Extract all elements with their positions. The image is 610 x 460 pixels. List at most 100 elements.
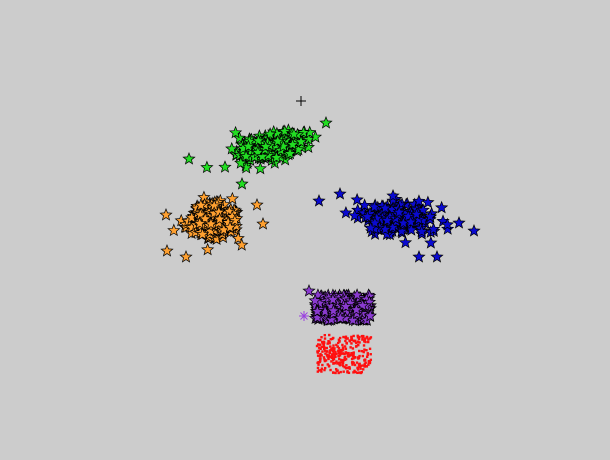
point-purple [311,288,325,301]
outlier-orange [250,198,264,211]
point-red [353,340,356,343]
point-red [335,360,338,363]
point-red [344,367,348,370]
point-red [319,338,322,342]
point-red [320,369,323,372]
point-red [352,353,355,356]
point-red [325,346,329,350]
point-red [336,362,339,365]
point-red [331,371,335,374]
point-red [318,354,321,358]
point-orange [225,191,239,205]
point-red [354,345,358,348]
point-blue [348,208,362,222]
point-green [232,131,247,144]
point-red [334,355,337,359]
point-red [348,367,351,370]
point-red [323,346,326,349]
point-green [225,141,239,155]
point-red [329,348,333,352]
point-red [339,370,342,374]
point-red [338,354,342,357]
point-red [365,355,369,359]
point-red [353,356,356,359]
point-red [356,343,360,347]
outlier-green [319,116,333,129]
point-orange [204,217,218,230]
point-red [332,357,336,361]
point-red [339,352,342,356]
point-red [343,345,347,348]
point-blue [404,215,418,228]
point-red [325,353,329,356]
point-blue [378,201,392,214]
outlier-orange [179,250,193,263]
point-red [334,371,337,375]
point-red [339,350,342,354]
point-red [333,349,336,352]
point-blue [440,217,455,231]
point-red [332,352,336,355]
outlier-orange [159,208,173,221]
point-purple [333,311,347,324]
outlier-green [182,152,196,165]
point-red [333,353,336,357]
point-red [328,342,331,345]
point-red [315,344,319,348]
point-purple [310,304,324,318]
cluster-red [315,333,373,375]
point-blue [385,220,400,234]
point-red [337,350,341,353]
point-red [334,367,338,371]
point-red [336,345,339,348]
point-red [352,371,355,374]
point-green [269,150,284,164]
point-red [350,357,354,361]
outlier-blue [467,224,481,237]
point-red [358,365,361,369]
point-red [348,366,351,369]
point-red [369,336,373,339]
point-red [343,352,346,356]
point-red [358,354,361,358]
point-orange [194,198,208,212]
point-red [350,342,353,345]
cluster-orange [167,190,249,256]
point-red [332,336,335,340]
point-blue [380,213,394,227]
point-red [319,352,322,356]
point-red [358,335,361,339]
point-red [345,337,348,340]
point-red [330,360,333,363]
point-red [367,338,370,341]
outlier-orange [256,217,270,230]
outlier-blue [412,250,426,263]
point-red [340,348,343,352]
outlier-blue [312,194,326,207]
point-red [359,371,363,375]
point-purple [308,293,322,307]
point-red [320,345,323,349]
point-red [324,352,327,355]
point-red [329,345,332,348]
point-red [358,341,361,344]
point-blue [423,209,437,223]
special-marks [296,96,309,321]
point-red [362,350,365,354]
point-red [318,343,322,346]
point-green [218,160,232,173]
point-red [365,349,368,352]
point-red [362,368,365,371]
point-blue [416,203,430,216]
point-red [352,334,355,338]
point-red [346,371,349,374]
point-green [200,160,214,174]
point-orange [195,227,210,241]
point-green [259,139,273,153]
point-red [327,357,330,361]
point-red [329,368,332,372]
point-red [320,336,323,339]
point-red [359,367,362,370]
